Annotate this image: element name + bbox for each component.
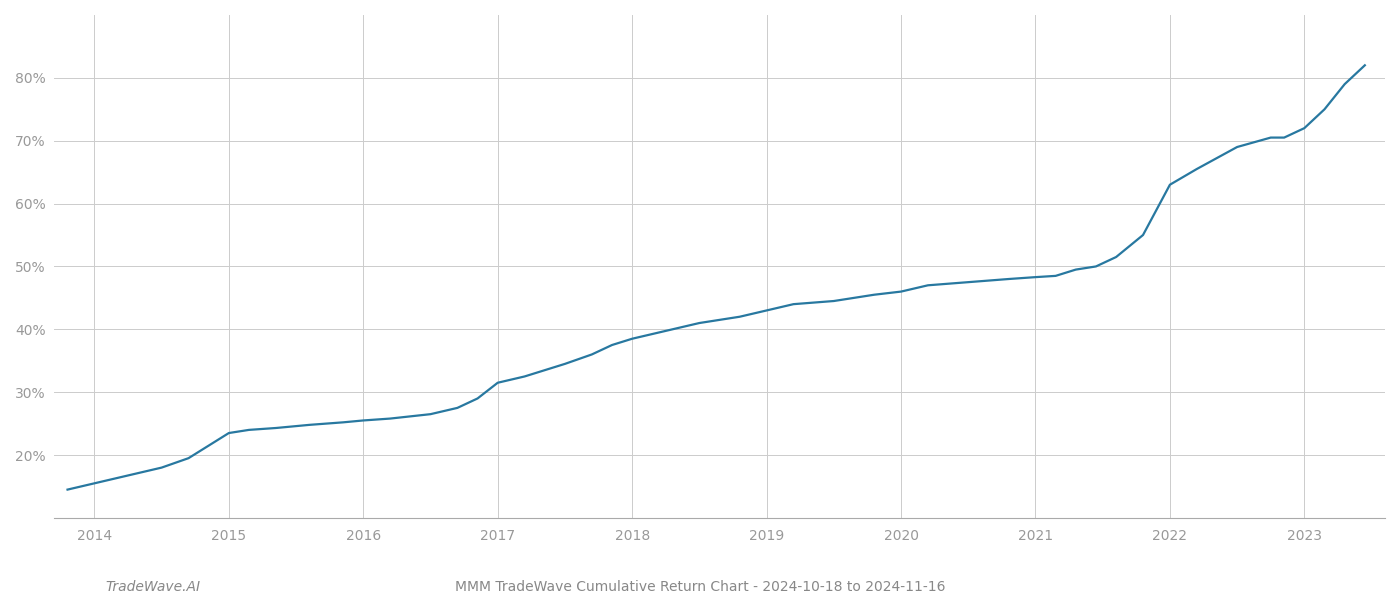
Text: MMM TradeWave Cumulative Return Chart - 2024-10-18 to 2024-11-16: MMM TradeWave Cumulative Return Chart - … [455,580,945,594]
Text: TradeWave.AI: TradeWave.AI [105,580,200,594]
